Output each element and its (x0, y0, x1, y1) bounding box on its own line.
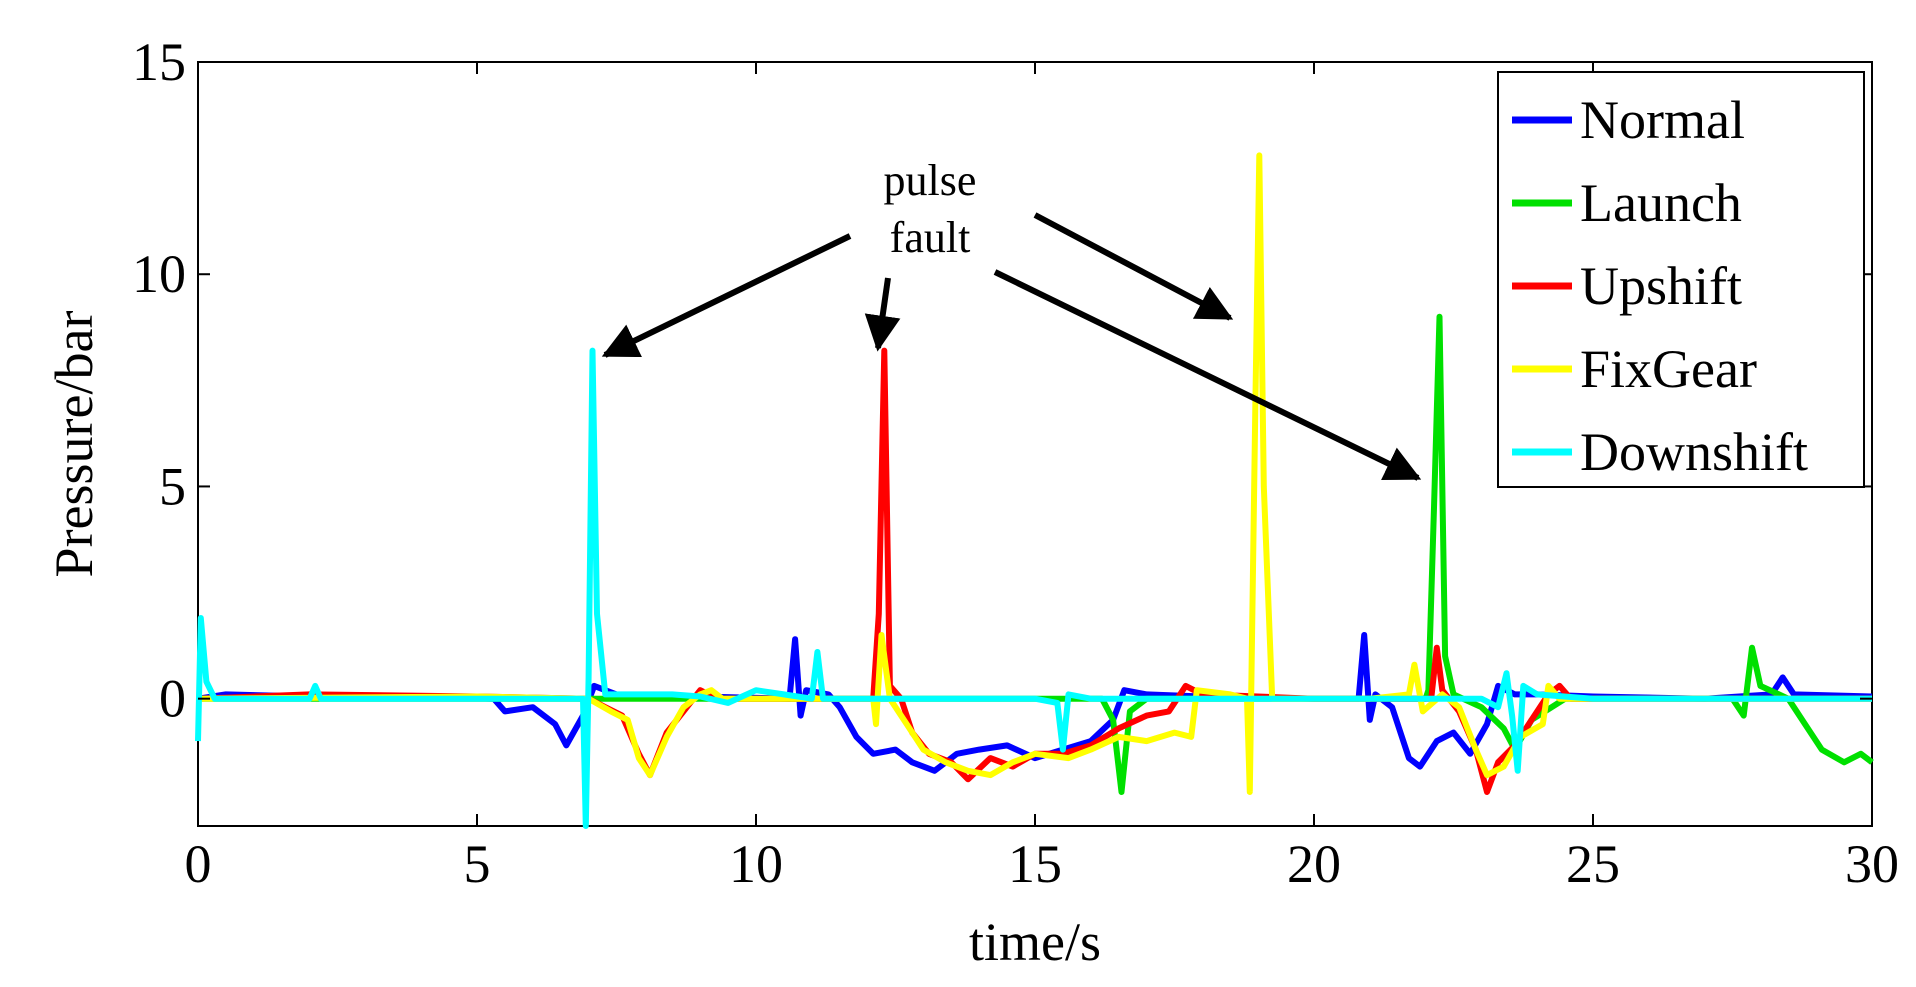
annotation-arrow-downshift (601, 233, 852, 358)
x-axis-title: time/s (969, 912, 1101, 972)
x-tick-label: 30 (1845, 834, 1899, 894)
y-tick-label: 5 (159, 456, 186, 516)
legend-label-upshift: Upshift (1580, 256, 1742, 316)
annotation-line-1: pulse (884, 156, 977, 205)
series-line-downshift (195, 347, 1872, 829)
series-group (195, 152, 1874, 829)
legend-label-normal: Normal (1580, 90, 1745, 150)
legend-label-fixgear: FixGear (1580, 339, 1757, 399)
legend: Normal Launch Upshift FixGear Downshift (1497, 71, 1865, 488)
annotation: pulse fault (601, 156, 1422, 481)
annotation-arrow-launch (993, 269, 1422, 481)
legend-box (1497, 71, 1865, 488)
y-axis-title: Pressure/bar (44, 311, 104, 578)
y-tick-label: 0 (159, 669, 186, 729)
x-tick-label: 20 (1287, 834, 1341, 894)
legend-label-launch: Launch (1580, 173, 1742, 233)
ticks-group: 0 5 10 15 20 25 30 0 5 10 15 (132, 32, 1899, 894)
legend-label-downshift: Downshift (1580, 422, 1808, 482)
x-tick-label: 0 (185, 834, 212, 894)
series-line-fixgear (197, 152, 1872, 795)
x-tick-label: 15 (1008, 834, 1062, 894)
legend-entries: Normal Launch Upshift FixGear Downshift (1512, 90, 1808, 482)
annotation-arrow-upshift (864, 277, 901, 352)
y-tick-label: 10 (132, 244, 186, 304)
x-tick-label: 25 (1566, 834, 1620, 894)
annotation-line-2: fault (890, 213, 971, 262)
y-tick-label: 15 (132, 32, 186, 92)
x-tick-label: 5 (464, 834, 491, 894)
annotation-arrow-fixgear (1033, 212, 1234, 321)
x-tick-label: 10 (729, 834, 783, 894)
